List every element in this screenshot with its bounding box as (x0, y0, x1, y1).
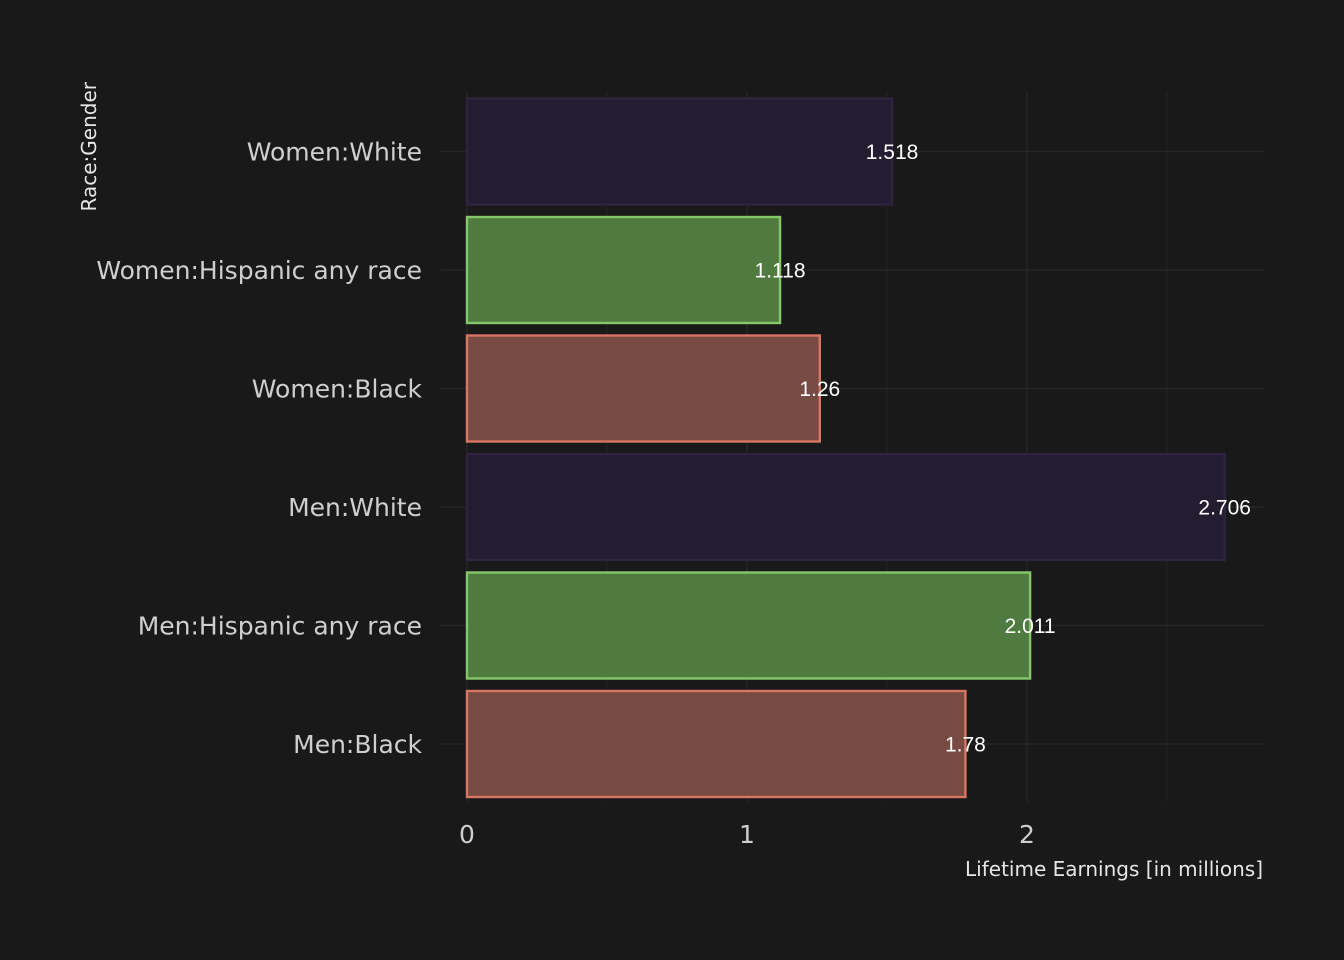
x-axis-title: Lifetime Earnings [in millions] (965, 857, 1263, 881)
category-label: Men:Black (293, 730, 422, 759)
x-axis-tick-labels: 0 1 2 (459, 820, 1035, 849)
bar-women-white (465, 97, 894, 206)
y-axis-title: Race:Gender (77, 81, 101, 211)
bar-men-black (465, 689, 967, 799)
bar-women-hispanic-any-race (465, 215, 782, 325)
value-label: 1.118 (755, 260, 806, 283)
bar-men-hispanic-any-race (465, 571, 1032, 680)
x-tick-label: 0 (459, 820, 475, 849)
x-tick-label: 1 (739, 820, 755, 849)
bar-men-white (465, 452, 1226, 562)
category-label: Women:White (247, 138, 422, 167)
category-label: Women:Hispanic any race (96, 256, 422, 285)
x-tick-label: 2 (1019, 820, 1035, 849)
value-label: 2.011 (1005, 615, 1056, 638)
category-label: Men:White (288, 493, 422, 522)
category-label: Women:Black (252, 375, 423, 404)
value-label: 2.706 (1198, 497, 1251, 520)
value-label: 1.78 (945, 734, 986, 757)
bar-women-black (465, 334, 821, 443)
y-axis-category-labels: Men:Black Men:Hispanic any race Men:White W… (96, 138, 422, 760)
value-label: 1.518 (866, 141, 919, 164)
category-label: Men:Hispanic any race (138, 612, 422, 641)
value-labels-layer: 1.78 2.011 2.706 1.26 1.118 1.518 (755, 141, 1251, 757)
bars-layer (465, 97, 1226, 799)
value-label: 1.26 (799, 378, 840, 401)
